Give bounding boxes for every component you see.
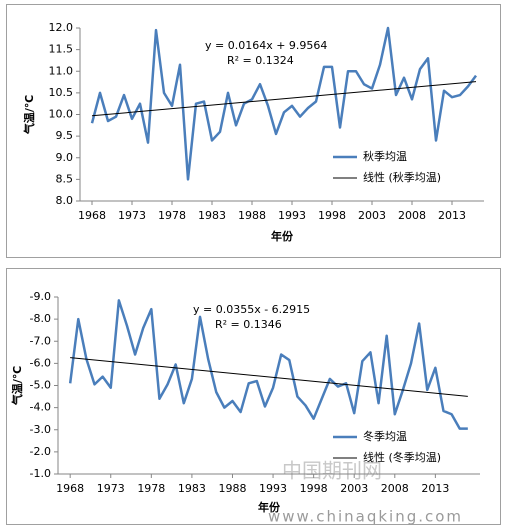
x-tick-label: 1968 — [56, 482, 84, 495]
x-axis-label: 年份 — [258, 500, 281, 514]
x-tick-label: 1978 — [137, 482, 165, 495]
x-tick-label: 2008 — [398, 209, 426, 222]
x-tick-label: 2003 — [358, 209, 386, 222]
x-tick-label: 2013 — [438, 209, 466, 222]
y-tick-label: -7.0 — [30, 334, 51, 347]
y-tick-label: -4.0 — [30, 401, 51, 414]
y-tick-label: 10.5 — [49, 86, 74, 99]
panel — [6, 268, 501, 525]
y-tick-label: -9.0 — [30, 290, 51, 303]
equation: y = 0.0164x + 9.9564 — [205, 39, 327, 52]
y-tick-label: -6.0 — [30, 356, 51, 369]
y-tick-label: 8.5 — [56, 172, 74, 185]
x-tick-label: 1998 — [300, 482, 328, 495]
watermark: 中国期刊网 — [282, 459, 382, 483]
y-tick-label: 9.5 — [56, 129, 74, 142]
x-axis-label: 年份 — [271, 229, 294, 243]
y-tick-label: -1.0 — [30, 467, 51, 480]
equation: y = 0.0355x - 6.2915 — [193, 303, 310, 316]
y-tick-label: 11.5 — [49, 43, 74, 56]
legend-label: 秋季均温 — [363, 149, 407, 163]
y-tick-label: -2.0 — [30, 445, 51, 458]
trend-line — [70, 357, 468, 397]
x-tick-label: 1983 — [198, 209, 226, 222]
x-tick-label: 1998 — [318, 209, 346, 222]
x-tick-label: 1993 — [278, 209, 306, 222]
trend-line — [91, 81, 477, 117]
series-line — [90, 26, 478, 181]
x-tick-label: 2008 — [381, 482, 409, 495]
legend-label: 线性 (冬季均温) — [363, 450, 441, 464]
y-tick-label: 9.0 — [56, 151, 74, 164]
x-tick-label: 2003 — [340, 482, 368, 495]
x-tick-label: 1973 — [97, 482, 125, 495]
x-tick-label: 1988 — [218, 482, 246, 495]
legend-label: 线性 (秋季均温) — [363, 170, 441, 184]
y-tick-label: 10.0 — [49, 108, 74, 121]
y-axis-label: 气温/℃ — [10, 366, 24, 406]
y-tick-label: 12.0 — [49, 21, 74, 34]
y-tick-label: -8.0 — [30, 312, 51, 325]
x-tick-label: 1988 — [238, 209, 266, 222]
r-squared: R² = 0.1346 — [215, 318, 282, 331]
series-line — [68, 299, 468, 430]
y-tick-label: -5.0 — [30, 379, 51, 392]
r-squared: R² = 0.1324 — [227, 54, 294, 67]
x-tick-label: 1978 — [158, 209, 186, 222]
x-tick-label: 1968 — [78, 209, 106, 222]
x-tick-label: 1993 — [259, 482, 287, 495]
watermark-url: www.chinaqking.com — [268, 508, 463, 526]
y-tick-label: -3.0 — [30, 423, 51, 436]
x-tick-label: 1973 — [118, 209, 146, 222]
x-tick-label: 1983 — [178, 482, 206, 495]
y-axis-label: 气温/℃ — [22, 95, 36, 135]
y-tick-label: 8.0 — [56, 194, 74, 207]
legend-label: 冬季均温 — [363, 429, 407, 443]
x-tick-label: 2013 — [421, 482, 449, 495]
y-tick-label: 11.0 — [49, 64, 74, 77]
panel — [6, 4, 501, 258]
